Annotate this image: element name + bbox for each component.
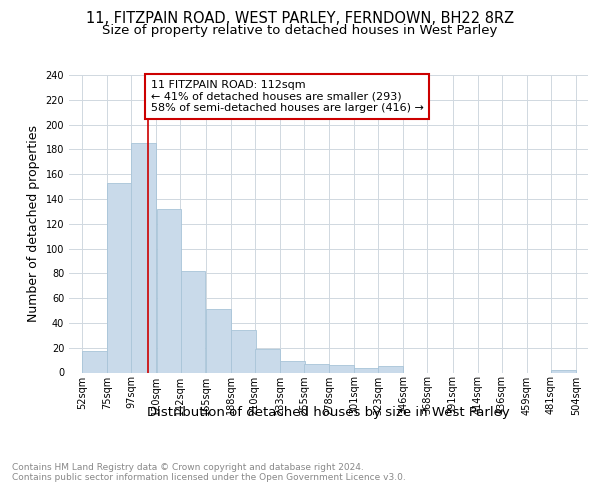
Bar	[551, 370, 576, 372]
Bar	[206, 310, 230, 372]
Bar	[82, 352, 107, 372]
Text: Contains HM Land Registry data © Crown copyright and database right 2024.
Contai: Contains HM Land Registry data © Crown c…	[12, 462, 406, 482]
Text: Size of property relative to detached houses in West Parley: Size of property relative to detached ho…	[103, 24, 497, 37]
Text: 11, FITZPAIN ROAD, WEST PARLEY, FERNDOWN, BH22 8RZ: 11, FITZPAIN ROAD, WEST PARLEY, FERNDOWN…	[86, 11, 514, 26]
Bar	[231, 330, 256, 372]
Bar	[181, 271, 205, 372]
Bar	[255, 349, 280, 372]
Bar	[379, 366, 403, 372]
Y-axis label: Number of detached properties: Number of detached properties	[27, 125, 40, 322]
Text: Distribution of detached houses by size in West Parley: Distribution of detached houses by size …	[148, 406, 510, 419]
Bar	[157, 209, 181, 372]
Bar	[131, 143, 156, 372]
Bar	[280, 362, 305, 372]
Bar	[304, 364, 329, 372]
Bar	[329, 365, 354, 372]
Text: 11 FITZPAIN ROAD: 112sqm
← 41% of detached houses are smaller (293)
58% of semi-: 11 FITZPAIN ROAD: 112sqm ← 41% of detach…	[151, 80, 424, 113]
Bar	[355, 368, 379, 372]
Bar	[107, 183, 132, 372]
